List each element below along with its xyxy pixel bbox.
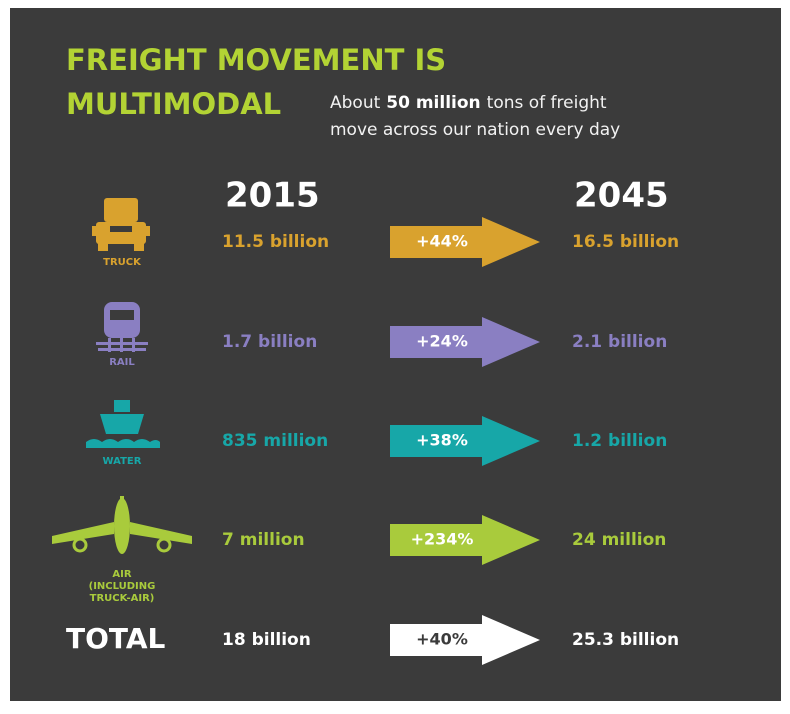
arrow [390,615,540,665]
value-2015: 18 billion [222,630,311,650]
mode-label: (INCLUDING [89,581,156,592]
air-icon [52,496,192,554]
arrow [390,515,540,565]
value-2045: 2.1 billion [572,332,667,352]
value-2045: 25.3 billion [572,630,679,650]
title-line: FREIGHT MOVEMENT IS [66,43,446,77]
mode-label: RAIL [109,357,135,368]
change: +40% [416,630,468,649]
arrow [390,317,540,367]
subtitle-bold: 50 million [386,93,480,113]
change: +38% [416,431,468,450]
mode-label: TRUCK-AIR) [90,593,155,604]
mode-label: WATER [103,456,142,467]
rows: TRUCK 11.5 billion +44% 16.5 billion RAIL 1.7… [66,217,679,665]
arrow [390,217,540,267]
value-2045: 1.2 billion [572,431,667,451]
title-line: MULTIMODAL [66,87,281,121]
change: +234% [411,530,474,549]
total-label: TOTAL [66,622,165,655]
subtitle: move across our nation every day [330,120,620,140]
subtitle-text: About [330,93,381,113]
year: 2045 [574,176,669,216]
subtitle: About 50 million tons of freight [330,93,607,113]
change: +44% [416,232,468,251]
year: 2015 [225,176,320,216]
subtitle-text: tons of freight [487,93,607,113]
value-2045: 24 million [572,530,666,550]
rail-icon [96,302,148,352]
water-icon [86,400,160,448]
value-2015: 7 million [222,530,305,550]
mode-label: TRUCK [103,257,142,268]
mode-label: AIR [112,569,131,580]
arrow [390,416,540,466]
value-2015: 1.7 billion [222,332,317,352]
value-2015: 835 million [222,431,328,451]
truck-icon [92,198,150,251]
value-2015: 11.5 billion [222,232,329,252]
change: +24% [416,332,468,351]
value-2045: 16.5 billion [572,232,679,252]
